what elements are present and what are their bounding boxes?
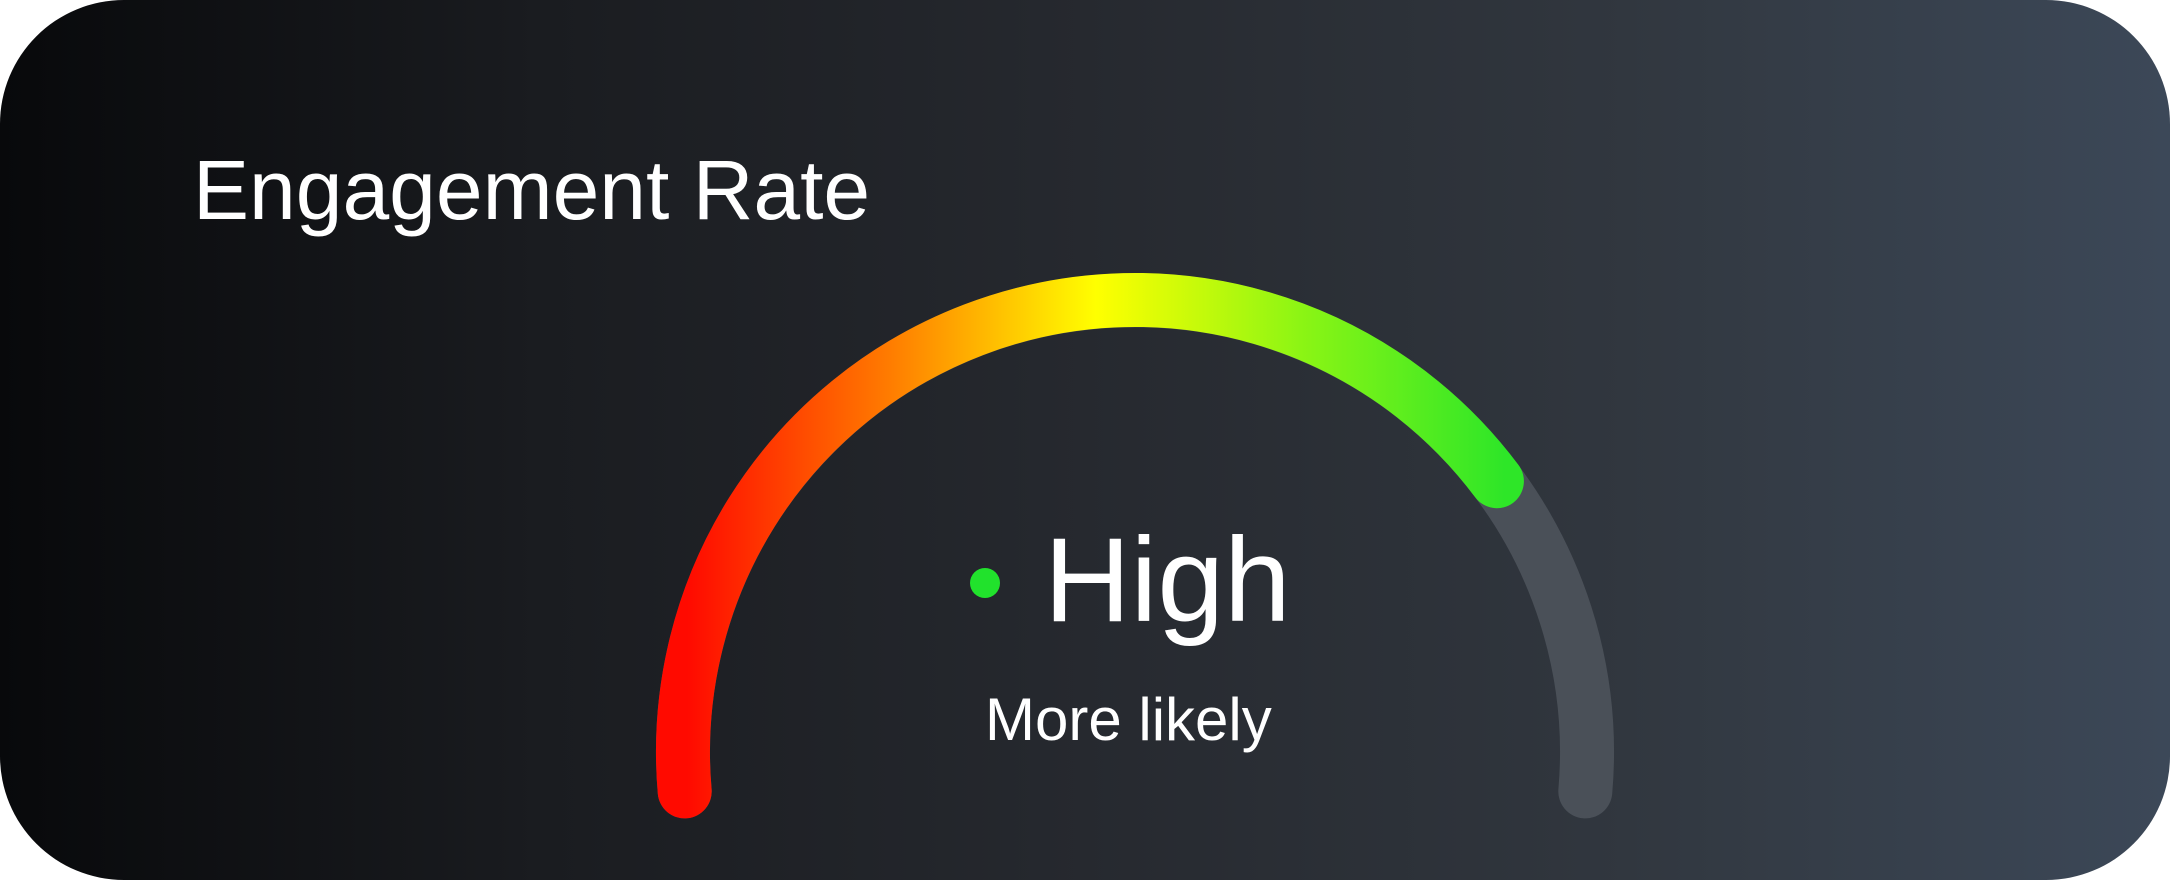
card-title: Engagement Rate: [193, 143, 871, 237]
status-dot: [970, 568, 1000, 598]
gauge-value-arc: [655, 273, 1524, 819]
status-row: High: [970, 515, 1291, 645]
status-label: High: [1044, 513, 1291, 647]
status-description: More likely: [985, 686, 1272, 753]
